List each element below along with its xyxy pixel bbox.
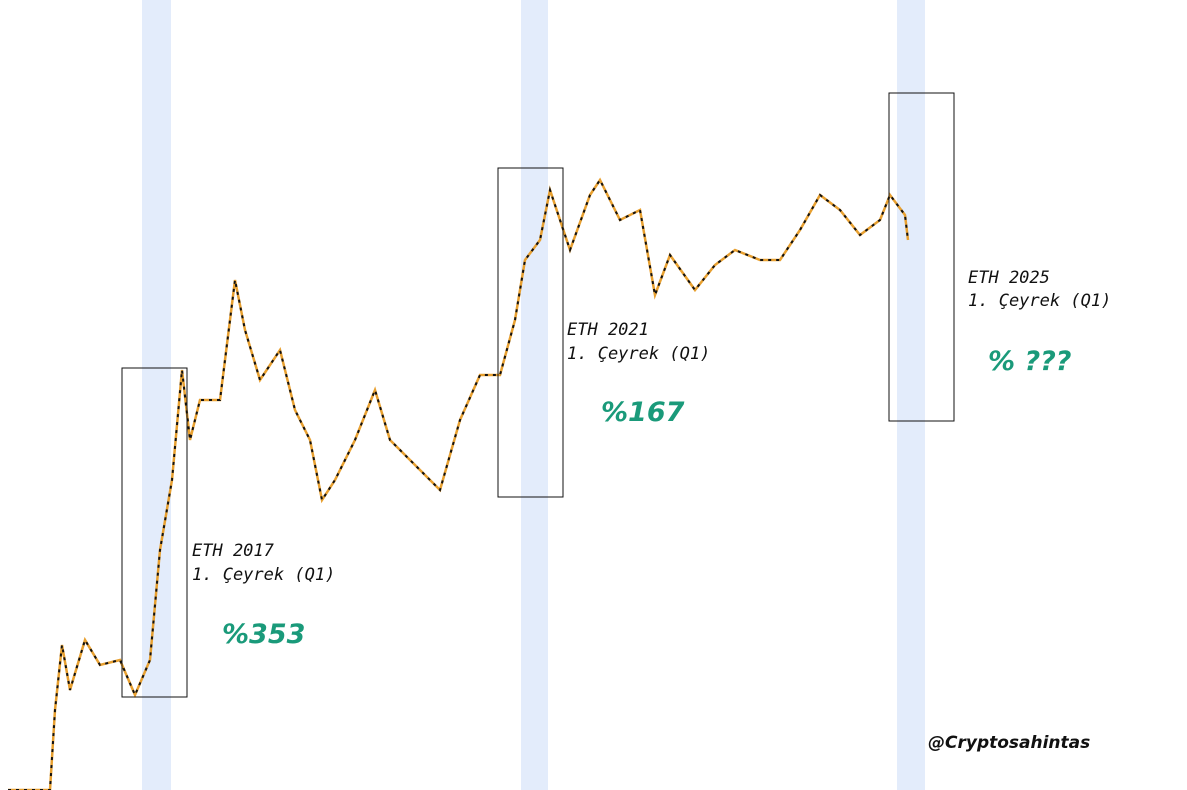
q1-band [142, 0, 171, 790]
annotation-change: %353 [222, 619, 305, 650]
price-line-dark [8, 178, 909, 790]
annotation-title: ETH 2021 [567, 320, 649, 340]
q1-band [897, 0, 925, 790]
q1-box [121, 367, 188, 698]
q1-box [888, 92, 955, 422]
annotation-title: ETH 2025 [968, 268, 1050, 288]
watermark: @Cryptosahintas [928, 733, 1090, 753]
q1-box [497, 167, 564, 498]
q1-band [521, 0, 548, 790]
annotation-subtitle: 1. Çeyrek (Q1) [567, 344, 710, 364]
annotation-subtitle: 1. Çeyrek (Q1) [192, 565, 335, 585]
annotation-subtitle: 1. Çeyrek (Q1) [968, 291, 1111, 311]
annotation-change: %167 [601, 397, 685, 428]
annotation-title: ETH 2017 [192, 541, 275, 561]
annotation-change: % ??? [988, 346, 1071, 377]
